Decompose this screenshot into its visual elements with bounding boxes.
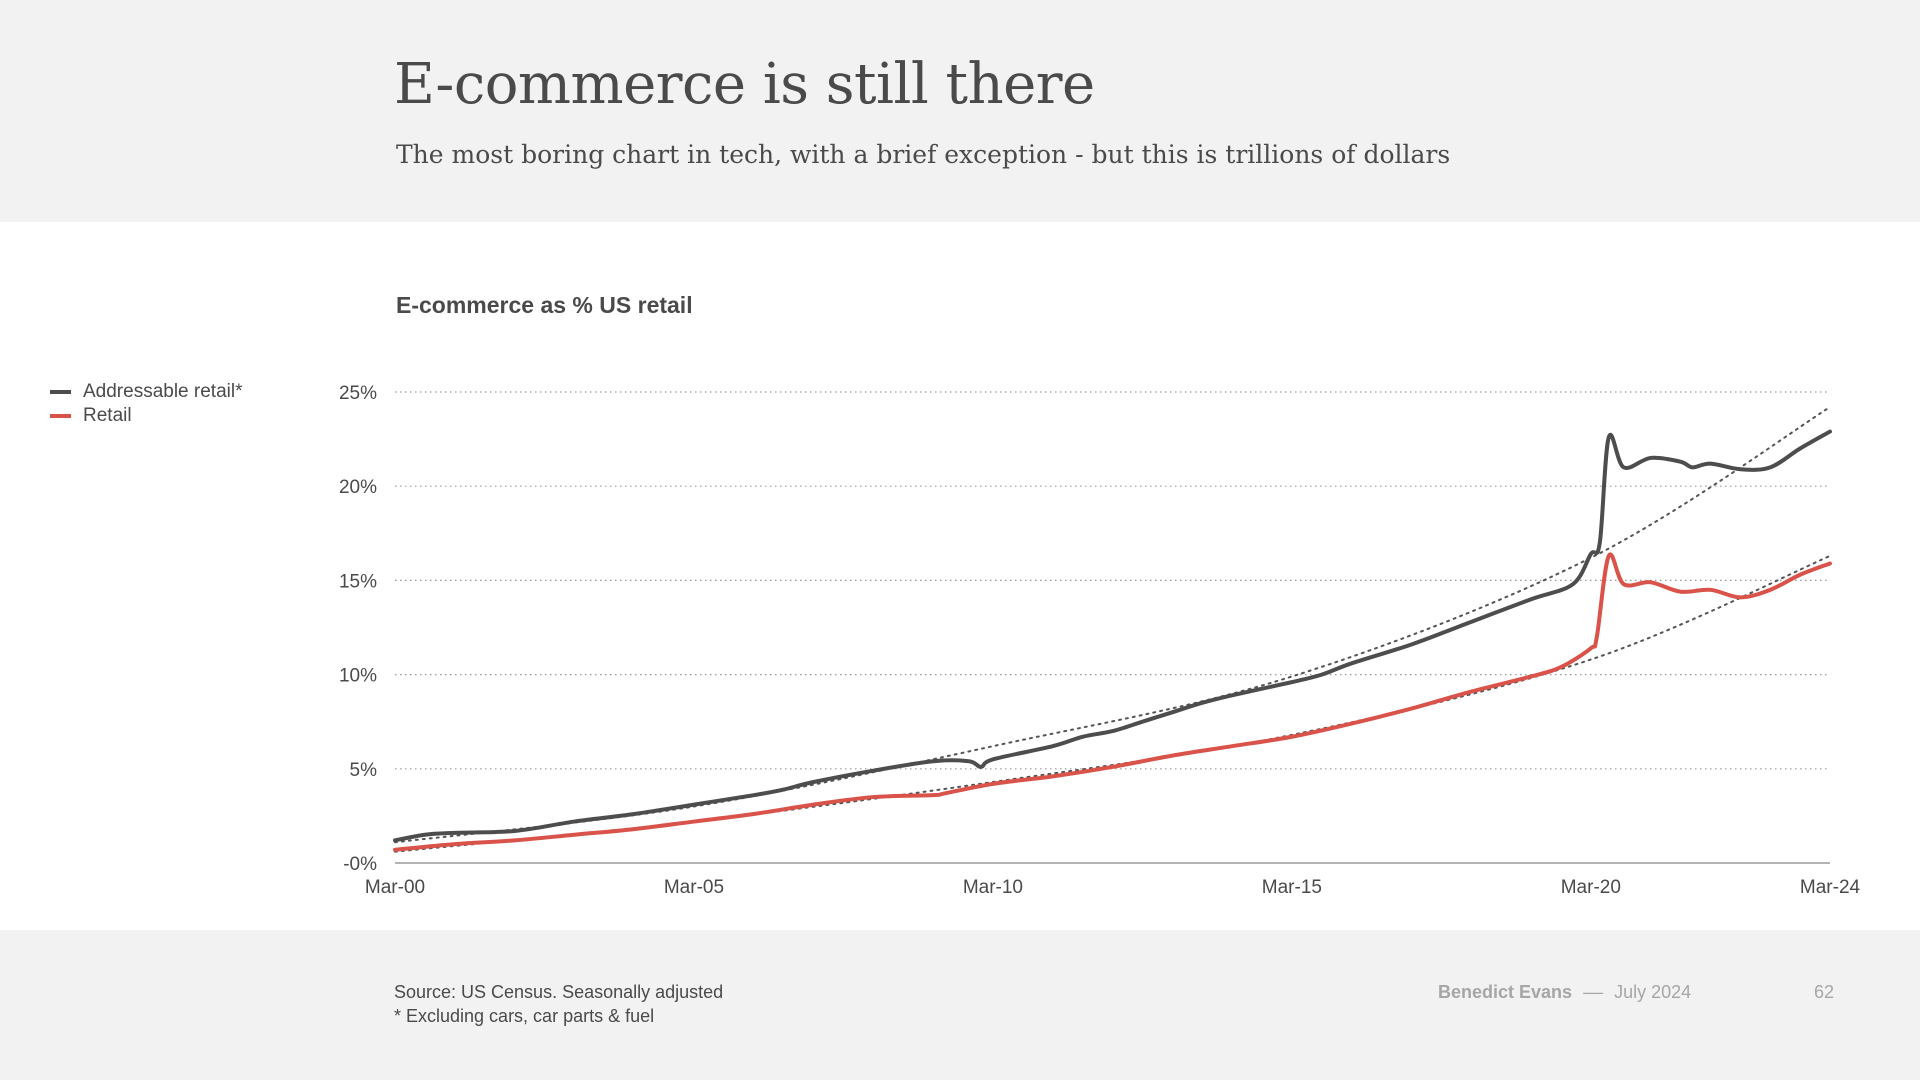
x-tick-label: Mar-15 (1262, 877, 1322, 898)
x-tick-label: Mar-10 (963, 877, 1023, 898)
x-tick-label: Mar-00 (365, 877, 425, 898)
series-line-addressable (393, 429, 1832, 843)
author: Benedict Evans (1438, 982, 1573, 1002)
legend-swatch (50, 414, 71, 418)
y-tick-label: 25% (339, 383, 377, 404)
legend-item-addressable: Addressable retail* (50, 380, 242, 404)
series-line-retail (393, 552, 1832, 852)
x-tick-label: Mar-05 (664, 877, 724, 898)
legend-label: Addressable retail* (83, 381, 243, 402)
x-tick-label: Mar-20 (1561, 877, 1621, 898)
separator: –– (1583, 982, 1604, 1002)
source-note: Source: US Census. Seasonally adjusted *… (394, 980, 723, 1028)
date: July 2024 (1614, 982, 1692, 1002)
x-tick-label: Mar-24 (1800, 877, 1861, 898)
legend-label: Retail (83, 405, 132, 426)
y-tick-label: 10% (339, 666, 377, 687)
legend-item-retail: Retail (50, 404, 242, 428)
slide-title: E-commerce is still there (394, 52, 1095, 117)
footnote-text: * Excluding cars, car parts & fuel (394, 1006, 655, 1026)
chart-title: E-commerce as % US retail (396, 292, 693, 318)
legend-swatch (50, 390, 71, 394)
header: E-commerce is still there The most borin… (0, 0, 1920, 222)
trendline (394, 406, 1831, 844)
byline: Benedict Evans –– July 2024 (1438, 982, 1691, 1003)
page-number: 62 (1813, 982, 1834, 1002)
slide-subtitle: The most boring chart in tech, with a br… (396, 140, 1451, 169)
legend: Addressable retail* Retail (50, 380, 242, 428)
y-tick-label: 20% (339, 477, 377, 498)
y-tick-label: -0% (343, 854, 377, 875)
footer: Source: US Census. Seasonally adjusted *… (0, 930, 1920, 1080)
source-text: Source: US Census. Seasonally adjusted (394, 982, 724, 1002)
y-tick-label: 5% (350, 760, 378, 781)
y-tick-label: 15% (339, 571, 377, 592)
trendline (394, 554, 1831, 853)
